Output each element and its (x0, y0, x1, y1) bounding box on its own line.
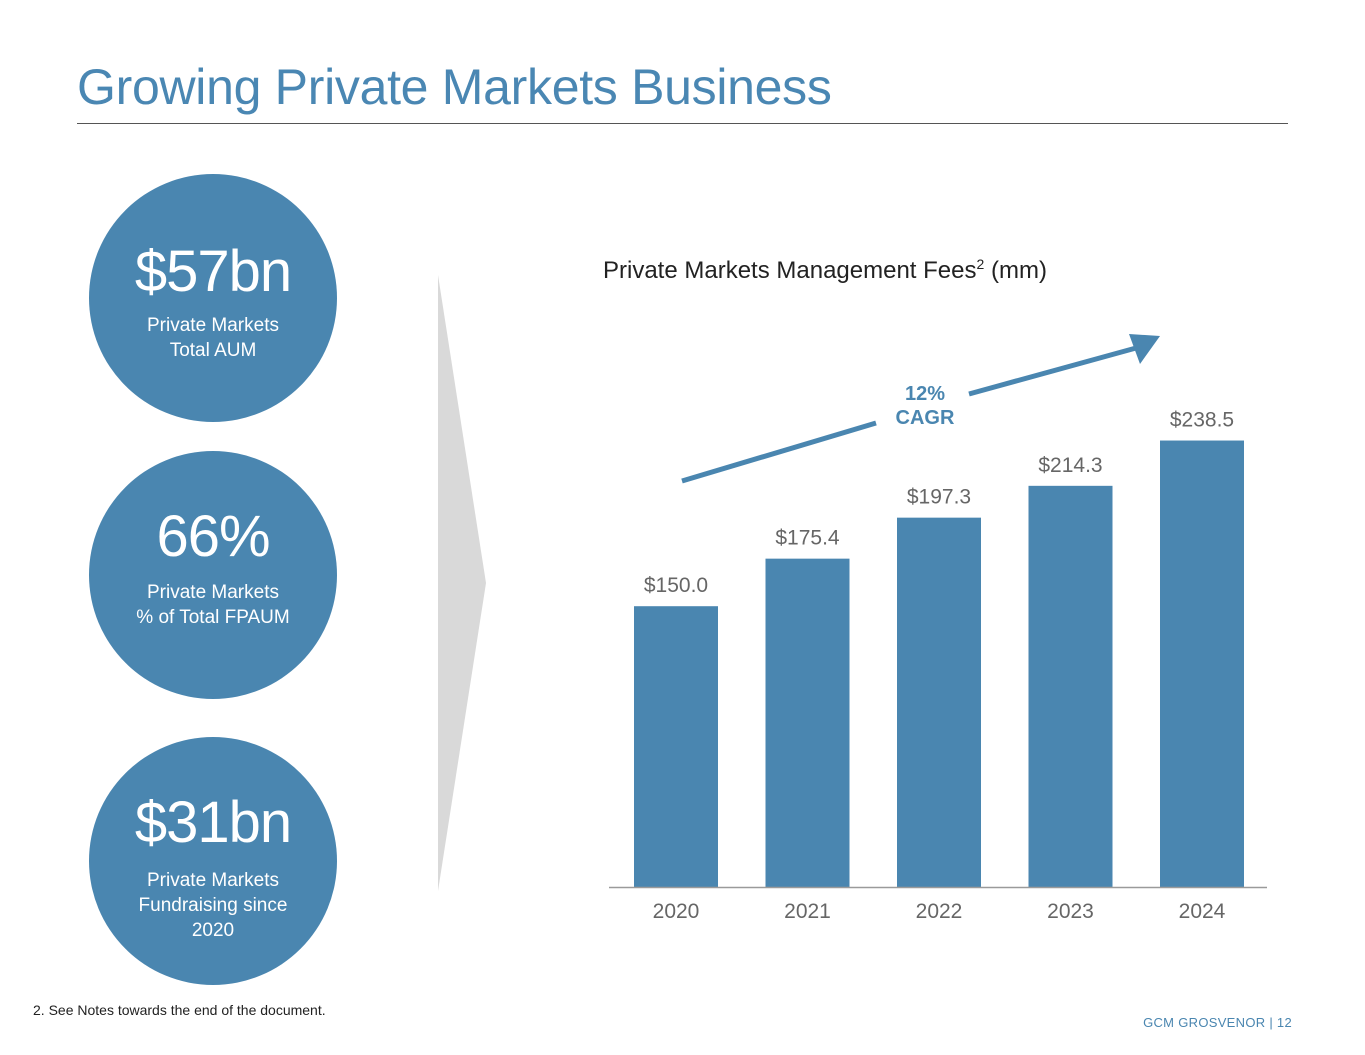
stat-label-line: Private Markets (147, 582, 279, 603)
data-label-2021: $175.4 (775, 527, 840, 550)
x-tick-label-2021: 2021 (784, 900, 831, 923)
stat-value: $31bn (134, 790, 292, 855)
bar-2024 (1160, 440, 1244, 887)
stat-label-line: Total AUM (169, 340, 257, 361)
chart-title: Private Markets Management Fees2 (mm) (603, 256, 1047, 285)
stat-label-line: 2020 (191, 920, 235, 941)
cagr-label: CAGR (895, 407, 955, 429)
stat-circle-fpaum: 66% Private Markets % of Total FPAUM (89, 451, 337, 699)
stat-label: Private Markets Total AUM (89, 313, 337, 363)
cagr-arrow-tail (681, 420, 877, 484)
chart-title-unit: (mm) (990, 257, 1047, 284)
stat-label-line: % of Total FPAUM (136, 607, 290, 628)
fees-bar-chart: $150.0 2020 $175.4 2021 $197.3 2022 $214.3 2023… (609, 334, 1267, 923)
page-title: Growing Private Markets Business (77, 59, 832, 115)
cagr-arrow-head (1129, 334, 1160, 364)
stat-label: Private Markets Fundraising since 2020 (89, 868, 337, 943)
stat-circle-aum: $57bn Private Markets Total AUM (89, 174, 337, 422)
stat-label-line: Fundraising since (138, 895, 288, 916)
bar-2023 (1028, 485, 1113, 887)
data-label-2023: $214.3 (1038, 454, 1102, 477)
chevron-arrow-shape (438, 275, 486, 891)
cagr-arrow-shaft (968, 345, 1137, 397)
bar-2020 (634, 606, 718, 887)
cagr-annotation: 12% CAGR (886, 382, 964, 430)
stat-value: 66% (156, 504, 270, 569)
title-divider (77, 123, 1288, 124)
footnote: 2. See Notes towards the end of the docu… (33, 1002, 326, 1018)
x-tick-label-2024: 2024 (1179, 900, 1226, 923)
chart-title-footnote-ref: 2 (976, 256, 985, 272)
footer-brand-page: GCM GROSVENOR | 12 (1143, 1015, 1292, 1030)
stat-label-line: Private Markets (147, 870, 279, 891)
x-tick-label-2023: 2023 (1047, 900, 1094, 923)
x-tick-label-2022: 2022 (916, 900, 963, 923)
stat-label-line: Private Markets (147, 315, 279, 336)
bar-2021 (765, 558, 850, 887)
cagr-value: 12% (904, 383, 946, 405)
x-tick-label-2020: 2020 (653, 900, 700, 923)
data-label-2020: $150.0 (644, 574, 708, 597)
stat-value: $57bn (134, 239, 292, 304)
chart-title-text: Private Markets Management Fees (603, 257, 977, 284)
data-label-2024: $238.5 (1170, 409, 1234, 432)
stat-label: Private Markets % of Total FPAUM (89, 580, 337, 630)
stat-circle-fundraising: $31bn Private Markets Fundraising since … (89, 737, 337, 985)
data-label-2022: $197.3 (907, 486, 971, 509)
bar-2022 (897, 517, 981, 887)
